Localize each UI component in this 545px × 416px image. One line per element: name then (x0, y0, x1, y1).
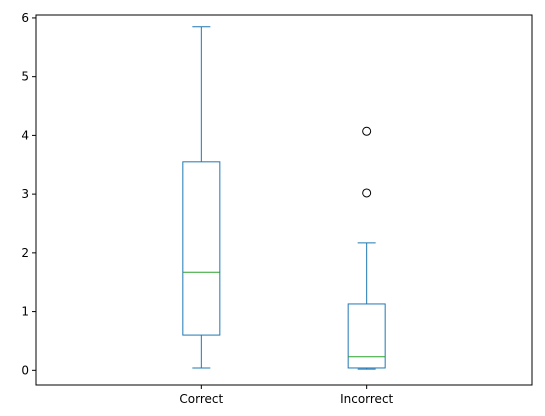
outlier-point (362, 188, 372, 198)
y-tick-label: 0 (21, 363, 29, 377)
y-tick-label: 3 (21, 187, 29, 201)
y-tick-label: 5 (21, 70, 29, 84)
plot-area (36, 15, 532, 385)
box-incorrect (347, 126, 386, 370)
x-tick-label: Correct (179, 392, 223, 406)
y-tick-label: 4 (21, 128, 29, 142)
outlier-point (362, 126, 372, 136)
interquartile-box (182, 161, 221, 336)
y-tick-label: 6 (21, 11, 29, 25)
y-tick-label: 1 (21, 305, 29, 319)
plot-frame (35, 14, 533, 386)
box-correct (182, 26, 221, 369)
y-tick-label: 2 (21, 246, 29, 260)
x-tick-label: Incorrect (340, 392, 393, 406)
interquartile-box (347, 303, 386, 369)
